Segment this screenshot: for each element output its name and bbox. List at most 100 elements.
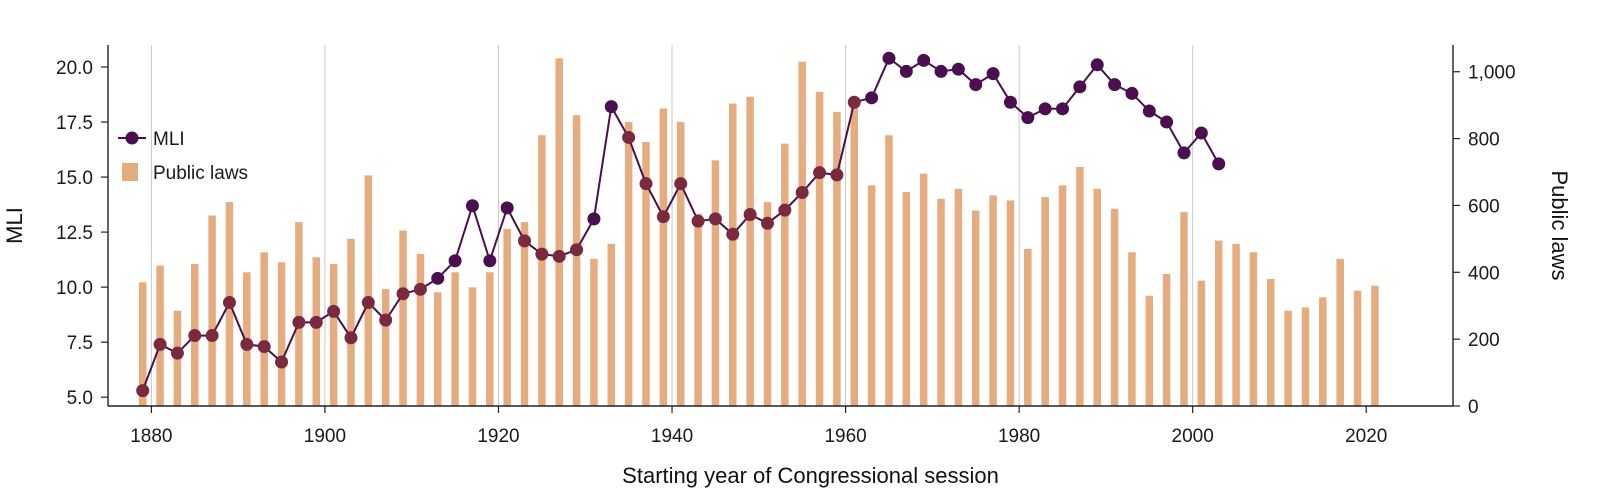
left-tick-label-10: 10.0	[56, 278, 93, 299]
x-tick-label-1940: 1940	[651, 426, 693, 447]
bar-1995	[1145, 295, 1154, 406]
mli-point-1999	[1177, 146, 1191, 160]
bar-1969	[919, 173, 928, 406]
bar-1971	[937, 198, 945, 406]
mli-point-1933	[604, 100, 618, 114]
mli-point-1949	[743, 207, 757, 221]
bar-2015	[1319, 297, 1327, 406]
bar-1959	[833, 111, 841, 406]
bar-1957	[815, 91, 824, 406]
mli-point-1913	[431, 271, 445, 285]
mli-point-1961	[847, 95, 861, 109]
bar-1893	[260, 252, 268, 406]
x-tick-label-2000: 2000	[1172, 426, 1214, 447]
mli-point-1889	[222, 296, 236, 310]
mli-point-1945	[708, 212, 722, 226]
bar-1931	[590, 258, 598, 406]
bar-1903	[347, 238, 355, 406]
mli-point-1903	[344, 331, 358, 345]
mli-point-1893	[257, 340, 271, 354]
right-tick-label-200: 200	[1468, 330, 1500, 351]
mli-point-1885	[188, 329, 202, 343]
mli-point-1909	[396, 287, 410, 301]
mli-point-1905	[361, 296, 375, 310]
bar-1929	[572, 115, 581, 406]
grid-layer	[150, 45, 1194, 406]
legend-public-laws-swatch	[122, 163, 138, 181]
left-tick-label-15: 15.0	[56, 168, 93, 189]
bar-2007	[1249, 252, 1258, 406]
mli-point-1879	[136, 384, 150, 398]
mli-point-1985	[1056, 102, 1070, 116]
bar-1993	[1128, 252, 1136, 406]
bar-2019	[1353, 290, 1362, 406]
left-tick-label-12.5: 12.5	[56, 223, 93, 244]
mli-point-1991	[1108, 78, 1122, 92]
bar-2021	[1371, 285, 1379, 406]
right-tick-label-800: 800	[1468, 130, 1500, 151]
public-laws-bars	[138, 58, 1379, 407]
mli-point-1939	[656, 210, 670, 224]
mli-point-1911	[413, 282, 427, 296]
mli-point-1935	[622, 130, 636, 144]
bar-1963	[867, 185, 876, 406]
x-tick-label-2020: 2020	[1345, 426, 1387, 447]
left-tick-label-7.5: 7.5	[67, 333, 93, 354]
bar-1887	[208, 215, 216, 406]
bar-1977	[989, 195, 997, 406]
bar-1925	[538, 135, 546, 406]
x-tick-label-1900: 1900	[304, 426, 346, 447]
axes	[107, 45, 1454, 407]
bar-1967	[902, 192, 911, 406]
bar-1917	[468, 287, 477, 406]
bar-1881	[156, 265, 164, 406]
mli-point-1891	[240, 337, 254, 351]
mli-point-1979	[1003, 95, 1017, 109]
mli-point-1951	[760, 216, 774, 230]
bar-1905	[364, 175, 373, 406]
mli-point-1915	[448, 254, 462, 268]
bar-1941	[676, 121, 685, 406]
bar-1939	[659, 108, 668, 406]
tick-marks-and-labels: 1880 1900 1920 1940 1960 1980 2000 20205.07.510…	[56, 58, 1516, 447]
bar-1953	[781, 143, 789, 406]
mli-point-1967	[899, 64, 913, 78]
mli-point-1927	[552, 249, 566, 263]
bar-1999	[1180, 212, 1188, 406]
mli-point-1995	[1142, 104, 1156, 118]
bar-1983	[1041, 197, 1049, 406]
bar-1945	[711, 160, 720, 406]
bar-2009	[1267, 278, 1275, 406]
mli-line-series	[136, 51, 1226, 398]
right-y-axis-title: Public laws	[1547, 170, 1572, 280]
bar-2003	[1214, 240, 1223, 406]
mli-point-1887	[205, 329, 219, 343]
left-tick-label-5: 5.0	[67, 388, 93, 409]
bar-1937	[642, 141, 650, 406]
bar-1915	[451, 272, 459, 406]
mli-point-1975	[969, 78, 983, 92]
mli-point-1989	[1090, 58, 1104, 72]
legend-mli-label: MLI	[153, 129, 185, 150]
legend-item-mli: MLI	[118, 129, 185, 150]
bar-1985	[1058, 185, 1067, 406]
bar-1909	[399, 230, 407, 406]
bar-1943	[694, 213, 702, 406]
bar-1975	[971, 210, 980, 406]
mli-point-1993	[1125, 86, 1139, 100]
bar-1955	[798, 61, 806, 407]
bar-1965	[885, 135, 893, 406]
mli-point-1969	[917, 53, 931, 67]
mli-point-1921	[500, 201, 514, 215]
bar-1979	[1006, 200, 1015, 406]
bar-1951	[763, 202, 772, 406]
mli-point-1981	[1021, 111, 1035, 125]
mli-point-1947	[726, 227, 740, 241]
mli-point-2001	[1194, 126, 1208, 140]
bar-2005	[1232, 243, 1240, 406]
x-tick-label-1880: 1880	[130, 426, 172, 447]
legend-item-public-laws: Public laws	[122, 163, 248, 184]
mli-point-1919	[483, 254, 497, 268]
mli-point-1941	[674, 177, 688, 191]
